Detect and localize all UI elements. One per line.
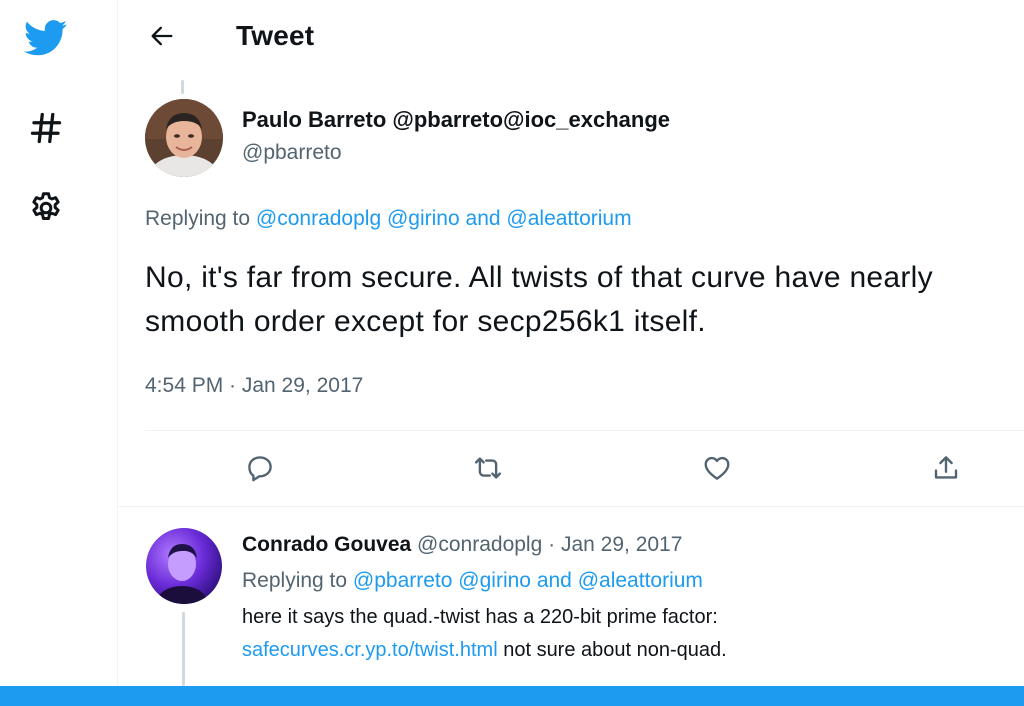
reply-bubble-icon[interactable] [238,446,282,490]
divider [118,506,1024,507]
heart-icon[interactable] [695,446,739,490]
back-arrow-icon[interactable] [142,16,182,56]
avatar[interactable] [146,528,222,604]
mention-link[interactable]: @aleattorium [577,569,703,592]
gear-icon[interactable] [18,180,74,236]
share-icon[interactable] [924,446,968,490]
tweet-timestamp[interactable]: 4:54 PM · Jan 29, 2017 [145,374,364,397]
twitter-bird-icon[interactable] [18,10,74,66]
reply-text-line: here it says the quad.-twist has a 220-b… [242,606,718,628]
left-nav-rail [0,0,118,706]
tweet-actions [118,444,1024,492]
tweet-text: No, it's far from secure. All twists of … [145,261,933,338]
author-name[interactable]: Paulo Barreto @pbarreto@ioc_exchange [242,107,671,132]
replying-to: Replying to @pbarreto @girino and @aleat… [242,567,703,595]
mention-link[interactable]: @girino [386,207,460,230]
author-name[interactable]: Conrado Gouvea [242,533,412,556]
thread-connector-bottom [182,612,185,686]
reply-text-line: safecurves.cr.yp.to/twist.html not sure … [242,634,1002,667]
mention-and: and [465,207,501,230]
hashtag-icon[interactable] [18,100,74,156]
divider [145,430,1024,431]
page-title: Tweet [236,20,315,51]
replying-to: Replying to @conradoplg @girino and @ale… [145,205,632,233]
mention-link[interactable]: @conradoplg [255,207,382,230]
mention-link[interactable]: @girino [458,569,531,592]
reply-text: here it says the quad.-twist has a 220-b… [242,601,1002,667]
author-handle[interactable]: @conradoplg [417,533,543,556]
separator-dot: · [548,533,556,556]
bottom-banner[interactable] [0,686,1024,706]
thread-connector-top [181,80,184,94]
replying-prefix: Replying to [242,569,348,592]
external-link[interactable]: safecurves.cr.yp.to/twist.html [242,639,498,661]
tweet-timestamp[interactable]: Jan 29, 2017 [560,533,683,556]
main-column: Tweet Paulo Barreto @pbarreto@ioc_exchan… [118,0,1024,706]
mention-link[interactable]: @pbarreto [352,569,453,592]
retweet-icon[interactable] [466,446,510,490]
avatar[interactable] [145,99,223,177]
mention-link[interactable]: @aleattorium [506,207,632,230]
reply-author-line: Conrado Gouvea @conradoplg · Jan 29, 201… [242,531,682,559]
replying-prefix: Replying to [145,207,251,230]
reply-text-tail: not sure about non-quad. [503,639,727,661]
page-header: Tweet [118,0,1024,74]
author-handle[interactable]: @pbarreto [242,141,342,164]
mention-and: and [536,569,572,592]
